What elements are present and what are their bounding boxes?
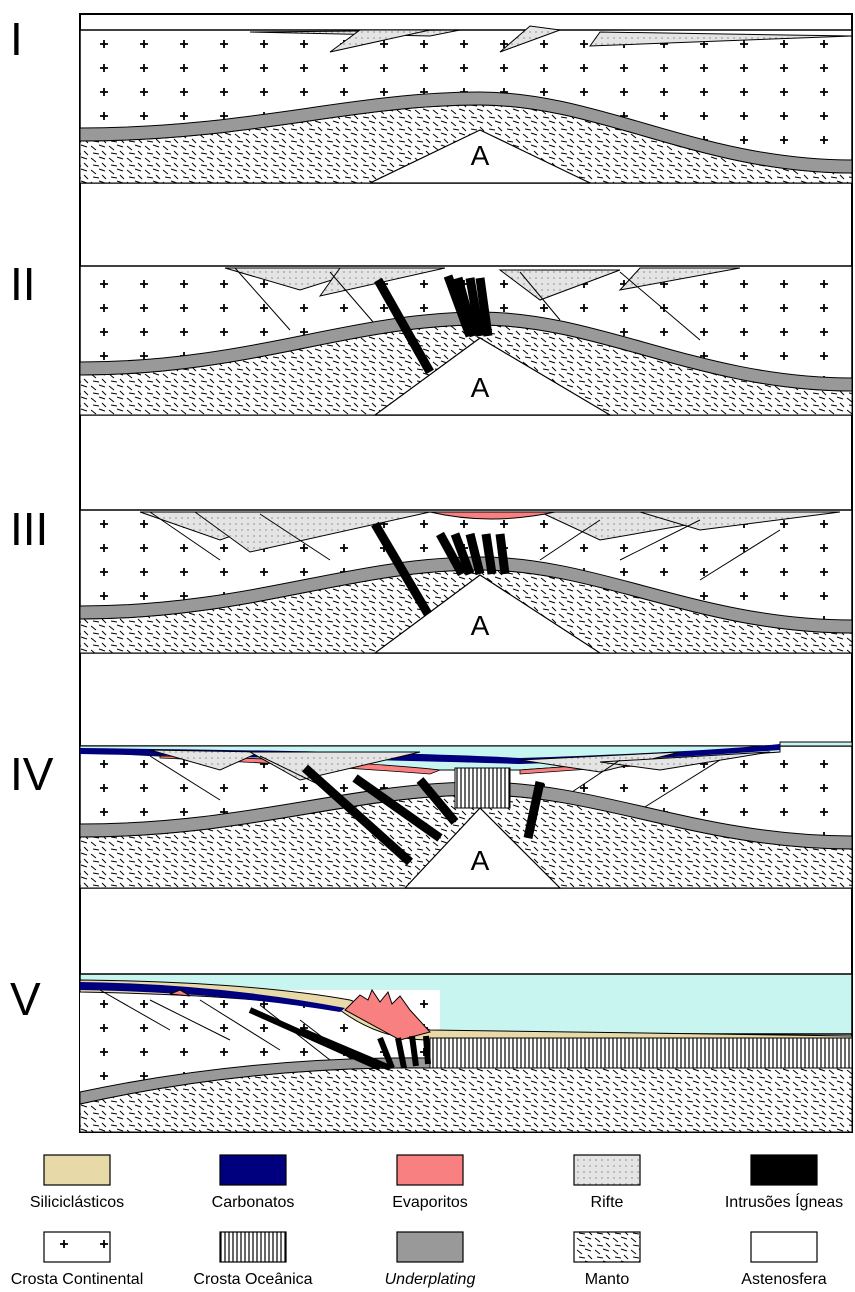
fault: [149, 999, 231, 1041]
legend-swatch: [43, 1154, 111, 1186]
evaporites: [429, 511, 556, 520]
legend: Siliciclásticos Carbonatos Evaporitos Rifte…: [11, 1154, 843, 1288]
igneous-intrusion: [395, 1037, 407, 1069]
legend-label: Carbonatos: [212, 1194, 295, 1211]
oceanic-crust: [429, 1037, 853, 1069]
igneous-intrusion: [374, 277, 434, 375]
legend-swatch: [396, 1231, 464, 1263]
underplating: [79, 311, 853, 392]
fault: [539, 519, 601, 561]
fault: [149, 755, 221, 801]
igneous-intrusion: [475, 277, 493, 337]
igneous-intrusion: [453, 276, 479, 338]
igneous-intrusion: [443, 274, 475, 338]
fault: [329, 271, 381, 331]
asthenosphere-label: A: [471, 610, 490, 641]
igneous-intrusion: [523, 781, 545, 839]
fault: [699, 529, 781, 581]
igneous-intrusion: [465, 277, 485, 337]
rift-basin: [589, 31, 853, 47]
asthenosphere: [373, 337, 613, 416]
oceanic-crust: [454, 767, 511, 809]
igneous-intrusion: [416, 777, 459, 825]
rift-basin: [599, 751, 771, 771]
asthenosphere-label: A: [471, 845, 490, 876]
legend-swatch: [573, 1231, 641, 1263]
igneous-intrusion: [371, 521, 432, 617]
stage-label: II: [10, 258, 36, 310]
rift-basin: [618, 267, 741, 291]
stage-label: IV: [10, 748, 54, 800]
igneous-intrusion: [377, 1036, 395, 1070]
asthenosphere: [369, 129, 591, 184]
igneous-intrusion: [436, 531, 466, 577]
rift-basin: [149, 749, 261, 771]
igneous-intrusion: [298, 1027, 392, 1071]
legend-swatch: [573, 1154, 641, 1186]
asthenosphere-label: A: [471, 372, 490, 403]
legend-label: Intrusões Ígneas: [725, 1192, 843, 1211]
cross-section: A: [79, 265, 853, 416]
fault: [259, 513, 331, 561]
igneous-intrusion: [301, 764, 414, 866]
cross-section: A: [79, 741, 853, 889]
legend-swatch: [219, 1231, 287, 1263]
legend-label: Crosta Continental: [11, 1271, 144, 1288]
fault: [639, 759, 721, 811]
asthenosphere-label: A: [471, 140, 490, 171]
legend-label: Manto: [585, 1271, 630, 1288]
evaporites: [169, 988, 431, 1041]
legend-label: Astenosfera: [741, 1271, 826, 1288]
fault: [619, 271, 701, 341]
cross-section: A: [79, 509, 853, 654]
stage-label: III: [10, 503, 48, 555]
igneous-intrusion: [409, 1035, 419, 1067]
igneous-intrusion: [423, 1035, 431, 1065]
rift-basin: [248, 751, 421, 781]
fault: [99, 989, 171, 1031]
asthenosphere: [403, 807, 562, 889]
legend-swatch: [750, 1154, 818, 1186]
underplating: [79, 1057, 431, 1105]
legend-swatch: [750, 1231, 818, 1263]
igneous-intrusion: [495, 533, 510, 575]
legend-swatch: [43, 1231, 111, 1263]
cross-section: [79, 973, 853, 1133]
rift-basin: [499, 25, 561, 53]
igneous-intrusion: [481, 533, 497, 575]
fault: [619, 519, 701, 561]
stage-label: I: [10, 13, 23, 65]
legend-label: Evaporitos: [392, 1194, 468, 1211]
rift-basin: [193, 511, 431, 553]
legend-swatch: [396, 1154, 464, 1186]
igneous-intrusion: [465, 532, 485, 576]
fault: [519, 271, 561, 321]
cross-section: A: [79, 25, 853, 184]
legend-label: Rifte: [591, 1194, 624, 1211]
carbonates: [80, 982, 345, 1012]
fault: [149, 511, 221, 561]
legend-label: Underplating: [385, 1271, 476, 1288]
fault: [199, 999, 281, 1051]
rift-basin: [498, 269, 621, 301]
igneous-intrusion: [352, 774, 443, 842]
fault: [234, 267, 291, 331]
rift-basin: [329, 29, 431, 53]
underplating: [79, 91, 853, 174]
legend-label: Crosta Oceânica: [193, 1271, 312, 1288]
stage-label: V: [10, 973, 41, 1025]
legend-swatch: [219, 1154, 287, 1186]
legend-label: Siliciclásticos: [30, 1194, 124, 1211]
underplating: [79, 556, 853, 634]
igneous-intrusion: [450, 532, 475, 576]
